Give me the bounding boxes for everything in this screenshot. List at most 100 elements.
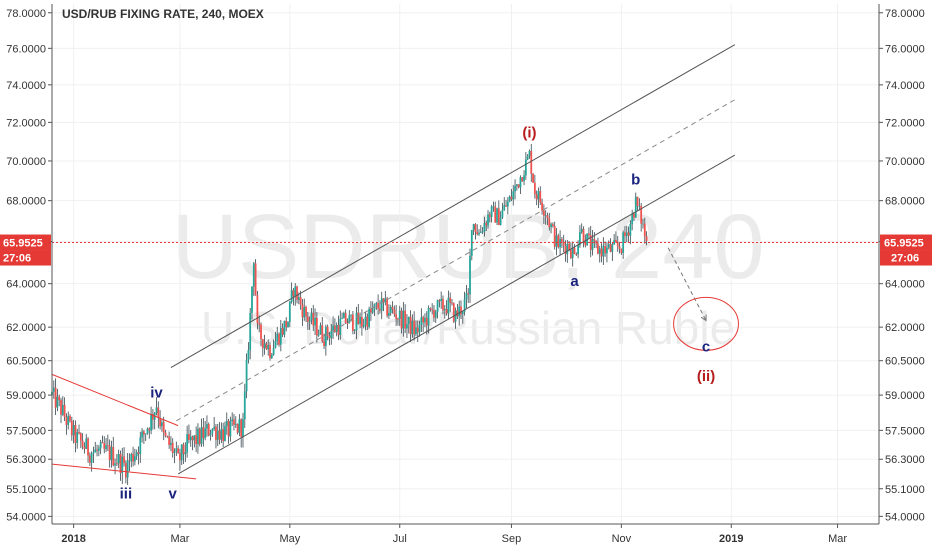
candle-body bbox=[351, 314, 354, 331]
candle-body bbox=[625, 232, 628, 237]
candle-body bbox=[415, 327, 417, 335]
candle-body bbox=[422, 317, 425, 323]
candle-body bbox=[600, 248, 603, 257]
candle-body bbox=[179, 453, 181, 461]
candle-body bbox=[350, 314, 352, 316]
candle-body bbox=[440, 298, 443, 302]
y-tick-label-right: 54.0000 bbox=[885, 511, 925, 523]
candle-body bbox=[314, 317, 316, 326]
candle-body bbox=[570, 249, 572, 258]
candle-body bbox=[380, 298, 383, 311]
candle-body bbox=[106, 445, 109, 447]
candle-body bbox=[319, 325, 322, 335]
candle-body bbox=[388, 313, 390, 316]
candle-body bbox=[579, 232, 581, 246]
candle-body bbox=[438, 300, 441, 302]
candle-body bbox=[393, 309, 396, 315]
y-tick-label-right: 62.0000 bbox=[885, 322, 925, 334]
candle-body bbox=[366, 316, 369, 327]
candle-body bbox=[474, 224, 477, 233]
countdown-badge-right bbox=[880, 250, 932, 266]
candle-body bbox=[58, 396, 61, 401]
y-tick-label-right: 72.0000 bbox=[885, 117, 925, 129]
candle-body bbox=[524, 159, 527, 176]
candle-body bbox=[279, 328, 282, 345]
candle-body bbox=[171, 442, 174, 453]
candle-body bbox=[112, 446, 115, 466]
candle-body bbox=[225, 420, 228, 427]
candle-body bbox=[451, 302, 453, 304]
candle-body bbox=[130, 454, 133, 462]
candle-body bbox=[598, 248, 601, 254]
watermark-symbol: USDRUB, 240 bbox=[171, 196, 764, 298]
candle-body bbox=[74, 424, 77, 443]
candle-body bbox=[551, 224, 554, 226]
candle-body bbox=[611, 244, 614, 252]
candle-body bbox=[103, 443, 106, 449]
candle-body bbox=[305, 307, 307, 317]
candle-body bbox=[631, 213, 634, 225]
candle-body bbox=[135, 452, 138, 457]
candle-body bbox=[360, 316, 363, 327]
candle-body bbox=[76, 431, 79, 443]
candle-body bbox=[242, 419, 244, 437]
candle-body bbox=[467, 293, 470, 295]
candle-body bbox=[333, 325, 336, 332]
candle-body bbox=[288, 301, 291, 323]
candle-body bbox=[335, 325, 338, 332]
candle-body bbox=[110, 446, 113, 461]
candle-body bbox=[202, 427, 205, 439]
y-tick-label-left: 74.0000 bbox=[6, 80, 46, 92]
candle-body bbox=[550, 224, 552, 228]
candle-body bbox=[164, 432, 167, 436]
candle-body bbox=[132, 454, 134, 462]
candle-body bbox=[78, 431, 80, 434]
candle-body bbox=[508, 196, 511, 202]
candle-body bbox=[353, 330, 356, 332]
candle-body bbox=[503, 205, 506, 210]
candle-body bbox=[79, 433, 82, 441]
candle-body bbox=[206, 424, 208, 429]
candle-body bbox=[155, 407, 158, 414]
candle-body bbox=[560, 239, 563, 242]
wave-label: iv bbox=[150, 384, 163, 401]
candle-body bbox=[260, 324, 262, 340]
candle-body bbox=[81, 440, 84, 447]
candle-body bbox=[542, 210, 545, 216]
candle-body bbox=[229, 420, 232, 437]
candle-body bbox=[184, 452, 187, 455]
last-price-label-right: 65.9525 bbox=[884, 238, 924, 250]
countdown-badge-left bbox=[0, 250, 51, 266]
candle-body bbox=[638, 205, 641, 207]
candle-body bbox=[142, 431, 145, 435]
candle-body bbox=[577, 245, 580, 255]
candle-body bbox=[434, 311, 437, 318]
candle-body bbox=[640, 205, 643, 224]
candle-body bbox=[537, 191, 540, 200]
candle-body bbox=[67, 416, 70, 425]
candle-body bbox=[218, 430, 221, 440]
x-tick-label: Mar bbox=[828, 533, 847, 545]
y-tick-label-right: 78.0000 bbox=[885, 8, 925, 20]
candle-body bbox=[278, 333, 280, 345]
candle-body bbox=[175, 448, 178, 452]
candle-body bbox=[425, 317, 428, 326]
candle-body bbox=[622, 232, 625, 254]
candle-body bbox=[151, 414, 154, 420]
candle-body bbox=[94, 449, 97, 453]
candle-body bbox=[526, 156, 529, 160]
candle-body bbox=[328, 335, 331, 339]
axes: 54.0000 54.0000 55.1000 55.1000 56.3000 56.30… bbox=[0, 4, 932, 545]
candle-body bbox=[555, 235, 558, 247]
candle-body bbox=[321, 325, 324, 342]
candle-body bbox=[566, 243, 569, 255]
y-tick-label-left: 78.0000 bbox=[6, 8, 46, 20]
candle-body bbox=[497, 208, 500, 225]
y-tick-label-right: 55.1000 bbox=[885, 484, 925, 496]
y-tick-label-left: 56.3000 bbox=[6, 454, 46, 466]
candle-body bbox=[573, 247, 576, 255]
candle-body bbox=[90, 453, 93, 463]
candle-body bbox=[285, 320, 288, 328]
candle-body bbox=[427, 307, 430, 326]
candle-body bbox=[386, 298, 389, 316]
